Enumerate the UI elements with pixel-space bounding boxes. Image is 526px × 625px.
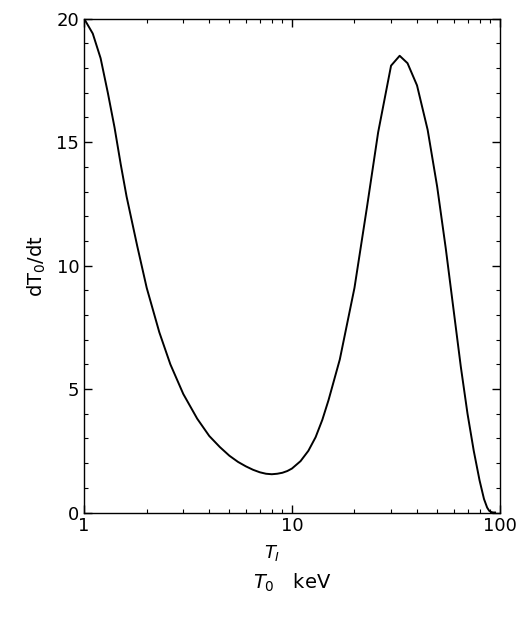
Text: $T_I$: $T_I$ <box>264 543 280 563</box>
Y-axis label: dT$_0$/dt: dT$_0$/dt <box>26 235 48 296</box>
Text: $T_0$   keV: $T_0$ keV <box>253 572 331 594</box>
